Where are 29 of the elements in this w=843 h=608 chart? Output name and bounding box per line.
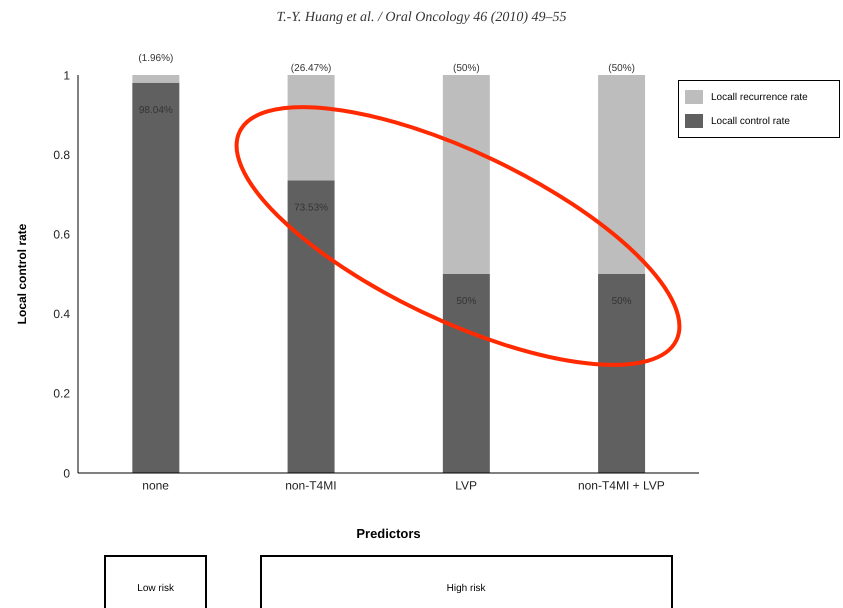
- x-tick-label: LVP: [455, 478, 478, 493]
- outlined-box: Low risk: [104, 555, 207, 608]
- bar: [132, 82, 180, 473]
- y-tick-label: 1: [63, 68, 70, 82]
- data-label: (50%): [452, 63, 480, 74]
- y-axis-title: Local control rate: [15, 224, 29, 324]
- x-tick-label: non-T4MI: [285, 478, 337, 493]
- bar: [442, 75, 490, 274]
- bar: [598, 274, 646, 473]
- x-tick-label: none: [142, 478, 170, 493]
- bar: [288, 75, 335, 180]
- y-tick-label: 0.4: [53, 307, 70, 322]
- y-tick-label: 0.8: [53, 148, 70, 162]
- chart-title: T.-Y. Huang et al. / Oral Oncology 46 (2010) 49–55: [275, 10, 568, 26]
- x-axis-title: Predictors: [355, 526, 422, 541]
- legend-label: Locall recurrence rate: [711, 92, 808, 102]
- data-label: (50%): [608, 63, 635, 74]
- outlined-box: High risk: [260, 555, 673, 608]
- x-tick-label: non-T4MI + LVP: [578, 478, 665, 493]
- legend-label: Locall control rate: [711, 116, 790, 126]
- bar: [598, 75, 646, 274]
- bar: [132, 75, 180, 83]
- data-label: (26.47%): [290, 63, 332, 74]
- y-tick-label: 0.6: [53, 227, 70, 242]
- data-label: (1.96%): [138, 52, 174, 64]
- y-tick-label: 0: [63, 466, 70, 480]
- bar: [288, 180, 335, 473]
- y-tick-label: 0.2: [53, 386, 70, 401]
- bar: [442, 274, 490, 473]
